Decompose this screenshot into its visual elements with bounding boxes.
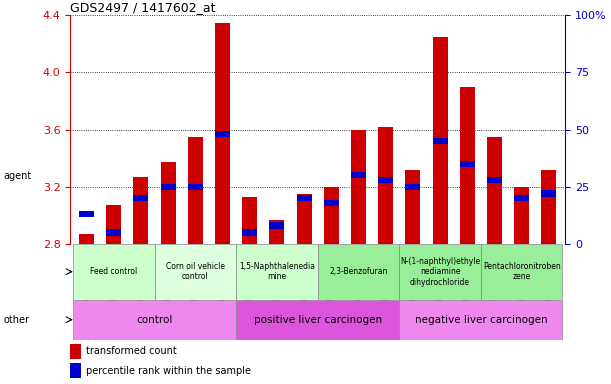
Bar [460,87,475,244]
Bar [269,220,284,244]
Bar [406,170,420,244]
Bar [433,37,448,244]
Bar [460,161,475,167]
Bar [378,127,393,244]
Bar [79,234,94,244]
Bar [541,170,557,244]
Bar [215,131,230,137]
Bar [242,229,257,236]
Text: Corn oil vehicle
control: Corn oil vehicle control [166,262,225,281]
Bar [541,190,557,197]
Bar [269,222,284,229]
Text: Feed control: Feed control [90,267,137,276]
Text: transformed count: transformed count [86,346,177,356]
Bar [324,200,338,206]
Bar [79,211,94,217]
Bar [297,194,312,244]
Bar [433,138,448,144]
Bar [106,229,121,236]
Bar [487,137,502,244]
Bar [215,23,230,244]
Bar [514,195,529,201]
Bar [400,300,563,340]
Bar [400,244,481,300]
Bar [155,244,236,300]
Text: other: other [3,314,29,325]
Bar [351,129,366,244]
Text: GDS2497 / 1417602_at: GDS2497 / 1417602_at [70,1,216,14]
Bar [487,177,502,183]
Bar [106,205,121,244]
Text: Pentachloronitroben
zene: Pentachloronitroben zene [483,262,560,281]
Text: negative liver carcinogen: negative liver carcinogen [415,314,547,325]
Bar [133,195,148,201]
Bar [406,184,420,190]
Bar [161,162,175,244]
Text: 1,5-Naphthalenedia
mine: 1,5-Naphthalenedia mine [239,262,315,281]
Text: percentile rank within the sample: percentile rank within the sample [86,366,251,376]
Bar [236,244,318,300]
Text: control: control [136,314,173,325]
Bar [242,197,257,244]
Bar [133,177,148,244]
Text: 2,3-Benzofuran: 2,3-Benzofuran [329,267,388,276]
Bar [73,300,236,340]
Text: positive liver carcinogen: positive liver carcinogen [254,314,382,325]
Bar [351,172,366,179]
Bar [318,244,400,300]
Bar [73,244,155,300]
Text: agent: agent [3,170,31,181]
Bar [324,187,338,244]
Text: N-(1-naphthyl)ethyle
nediamine
dihydrochloride: N-(1-naphthyl)ethyle nediamine dihydroch… [400,257,480,286]
Bar [236,300,400,340]
Bar [378,177,393,183]
Bar [481,244,563,300]
Bar [297,195,312,201]
Bar [514,187,529,244]
Bar [161,184,175,190]
Bar [188,137,203,244]
Bar [188,184,203,190]
